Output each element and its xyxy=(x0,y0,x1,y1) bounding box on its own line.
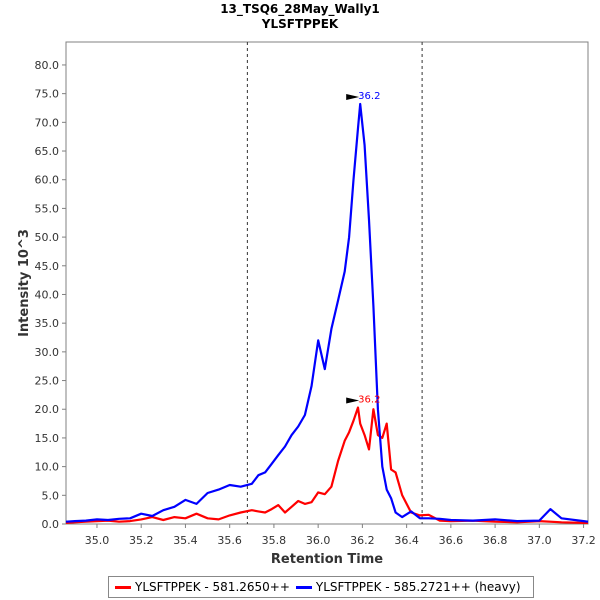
peak-arrow-icon xyxy=(346,397,360,404)
x-tick-label: 36.8 xyxy=(483,534,508,547)
y-tick-label: 25.0 xyxy=(35,375,60,388)
x-axis-title: Retention Time xyxy=(271,552,383,567)
chart-title: 13_TSQ6_28May_Wally1 xyxy=(220,2,380,17)
x-tick-label: 35.8 xyxy=(262,534,287,547)
legend-label-light: YLSFTPPEK - 581.2650++ xyxy=(135,580,290,594)
legend-item-light: YLSFTPPEK - 581.2650++ xyxy=(115,580,290,594)
legend-swatch-heavy xyxy=(295,585,312,589)
y-tick-label: 15.0 xyxy=(35,432,60,445)
peak-arrow-icon xyxy=(346,93,360,100)
legend-label-heavy: YLSFTPPEK - 585.2721++ (heavy) xyxy=(315,580,521,594)
x-tick-label: 35.2 xyxy=(129,534,154,547)
x-tick-label: 36.0 xyxy=(306,534,331,547)
series-line-heavy xyxy=(65,102,589,523)
y-tick-label: 75.0 xyxy=(35,88,60,101)
y-axis: 0.0 5.0 10.0 15.0 20.0 25.0 30.0 35.0 40.0 45.0 50… xyxy=(35,59,66,531)
y-tick-label: 45.0 xyxy=(35,260,60,273)
y-tick-label: 20.0 xyxy=(35,403,60,416)
x-tick-label: 35.0 xyxy=(85,534,110,547)
x-tick-label: 36.6 xyxy=(439,534,464,547)
peak-markers: 36.2 36.2 xyxy=(346,91,380,406)
y-tick-label: 70.0 xyxy=(35,116,60,129)
y-tick-label: 50.0 xyxy=(35,231,60,244)
y-axis-title: Intensity 10^3 xyxy=(17,229,32,337)
legend: YLSFTPPEK - 581.2650++ YLSFTPPEK - 585.2… xyxy=(108,576,534,598)
y-tick-label: 30.0 xyxy=(35,346,60,359)
y-tick-label: 80.0 xyxy=(35,59,60,72)
x-tick-label: 35.6 xyxy=(217,534,242,547)
legend-swatch-light xyxy=(115,585,131,589)
y-tick-label: 10.0 xyxy=(35,461,60,474)
x-axis: 35.0 35.2 35.4 35.6 35.8 36.0 36.2 36.4 36.6 36.8… xyxy=(85,524,596,547)
x-tick-label: 35.4 xyxy=(173,534,198,547)
y-tick-label: 0.0 xyxy=(42,518,60,531)
y-tick-label: 55.0 xyxy=(35,202,60,215)
series-group xyxy=(65,102,589,525)
y-tick-label: 5.0 xyxy=(42,489,60,502)
y-tick-label: 60.0 xyxy=(35,174,60,187)
x-tick-label: 36.2 xyxy=(350,534,375,547)
y-tick-label: 35.0 xyxy=(35,317,60,330)
legend-item-heavy: YLSFTPPEK - 585.2721++ (heavy) xyxy=(295,580,521,594)
series-line-light xyxy=(65,406,588,525)
x-tick-label: 37.0 xyxy=(527,534,552,547)
x-tick-label: 36.4 xyxy=(394,534,419,547)
peak-label: 36.2 xyxy=(358,395,380,406)
plot-area xyxy=(65,41,589,525)
y-tick-label: 65.0 xyxy=(35,145,60,158)
y-tick-label: 40.0 xyxy=(35,288,60,301)
peak-label: 36.2 xyxy=(358,91,380,102)
integration-bounds xyxy=(246,42,423,524)
x-tick-label: 37.2 xyxy=(571,534,596,547)
chart-subtitle: YLSFTPPEK xyxy=(261,17,339,31)
